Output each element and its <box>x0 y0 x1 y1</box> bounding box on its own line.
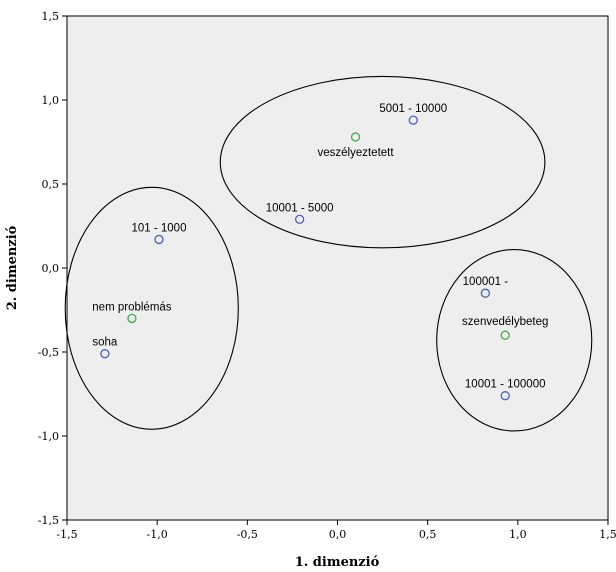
y-tick-label: 1,0 <box>42 94 60 107</box>
x-tick-label: 0,5 <box>419 528 437 541</box>
data-label: veszélyeztetett <box>317 147 394 159</box>
x-tick-label: 0,0 <box>329 528 347 541</box>
y-tick-label: 0,0 <box>42 262 60 275</box>
data-label: 10001 - 100000 <box>465 379 546 391</box>
data-label: nem problémás <box>92 301 172 313</box>
data-label: 100001 - <box>463 276 509 288</box>
data-point <box>500 330 510 340</box>
data-point <box>350 132 361 142</box>
y-tick-label: -0,5 <box>38 346 59 359</box>
data-point <box>127 313 137 324</box>
cluster-ellipses <box>64 75 593 432</box>
data-label: 5001 - 10000 <box>379 103 447 115</box>
data-label: szenvedélybeteg <box>462 316 548 328</box>
x-tick-label: -0,5 <box>237 528 258 541</box>
x-tick-label: -1,5 <box>56 528 77 541</box>
y-tick-label: 1,5 <box>42 10 60 23</box>
data-point <box>154 234 164 245</box>
ellipse-cluster-left <box>64 186 239 430</box>
plot-background <box>66 15 609 521</box>
data-point <box>480 288 491 298</box>
data-labels: 5001 - 10000 veszélyeztetett 10001 - 5000 1… <box>92 103 548 391</box>
axis-ticks: -1,5 -1,0 -0,5 0,0 0,5 1,0 1,5 1,5 1,0 0,5 0,0 -0,5… <box>38 10 616 541</box>
data-label: 101 - 1000 <box>131 222 186 234</box>
y-tick-label: -1,0 <box>38 430 59 443</box>
data-point <box>294 214 305 224</box>
data-point <box>500 391 510 401</box>
ellipse-cluster-top <box>219 75 546 249</box>
data-label: soha <box>92 337 118 349</box>
y-tick-label: 0,5 <box>42 178 60 191</box>
x-tick-label: -1,0 <box>147 528 168 541</box>
data-point <box>100 349 110 359</box>
y-tick-label: -1,5 <box>38 514 59 527</box>
y-axis-title: 2. dimenzió <box>5 225 20 310</box>
data-points <box>100 115 510 401</box>
ellipse-cluster-right <box>436 248 593 432</box>
x-tick-label: 1,0 <box>509 528 527 541</box>
x-tick-label: 1,5 <box>599 528 616 541</box>
data-label: 10001 - 5000 <box>266 202 334 214</box>
x-axis-title: 1. dimenzió <box>295 555 380 570</box>
data-point <box>408 115 418 125</box>
